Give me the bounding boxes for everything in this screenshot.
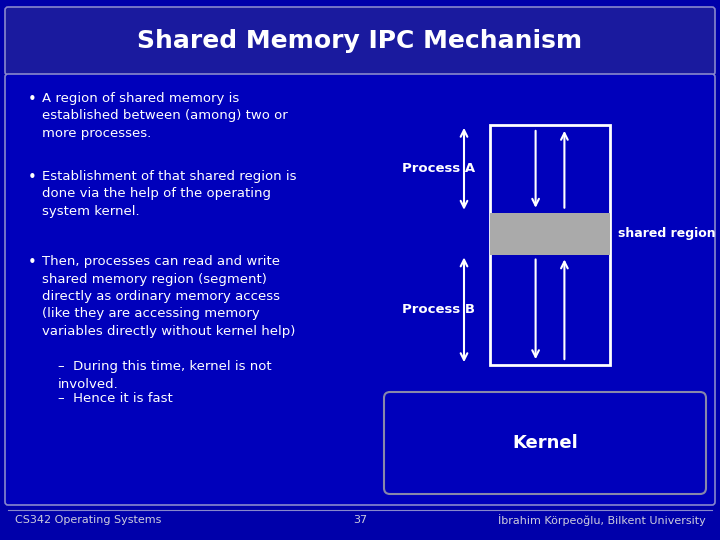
Text: shared region: shared region [618,227,716,240]
Text: •: • [28,255,37,270]
Bar [490,213,610,254]
Text: CS342 Operating Systems: CS342 Operating Systems [15,515,161,525]
Text: –  Hence it is fast: – Hence it is fast [58,392,173,405]
Text: A region of shared memory is
established between (among) two or
more processes.: A region of shared memory is established… [42,92,288,140]
FancyBboxPatch shape [5,74,715,505]
FancyBboxPatch shape [5,7,715,75]
Text: Then, processes can read and write
shared memory region (segment)
directly as or: Then, processes can read and write share… [42,255,295,338]
Text: 37: 37 [353,515,367,525]
Text: •: • [28,170,37,185]
Text: Shared Memory IPC Mechanism: Shared Memory IPC Mechanism [138,29,582,53]
Text: İbrahim Körpeoğlu, Bilkent University: İbrahim Körpeoğlu, Bilkent University [498,514,706,526]
Bar [490,125,610,365]
Text: Kernel: Kernel [512,434,578,452]
Text: Process A: Process A [402,163,475,176]
Text: •: • [28,92,37,107]
Text: Establishment of that shared region is
done via the help of the operating
system: Establishment of that shared region is d… [42,170,297,218]
FancyBboxPatch shape [384,392,706,494]
Text: Process B: Process B [402,303,475,316]
Text: –  During this time, kernel is not
involved.: – During this time, kernel is not involv… [58,360,271,390]
